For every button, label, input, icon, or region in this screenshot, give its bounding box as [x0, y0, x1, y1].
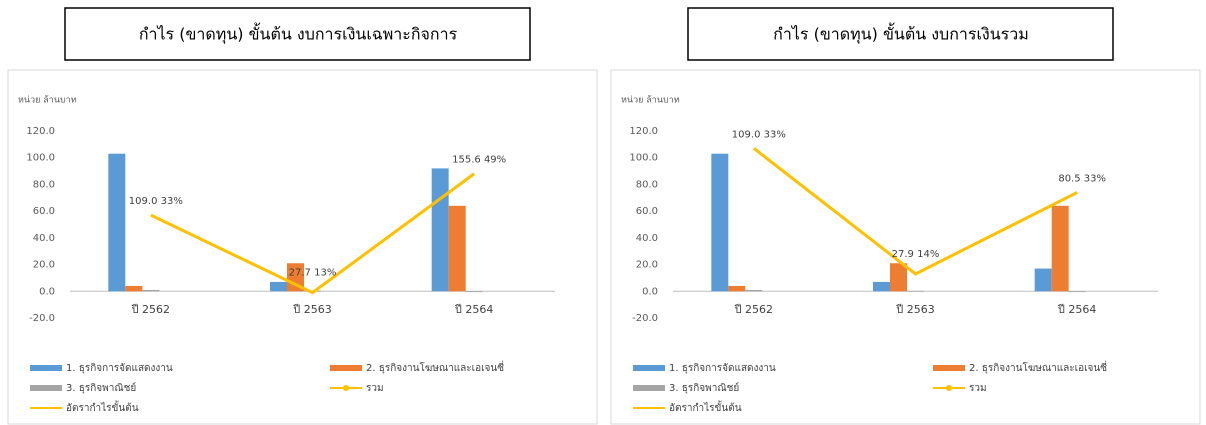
data-label: 109.0 33% [129, 196, 183, 207]
data-label: 109.0 33% [732, 129, 786, 140]
data-label: 27.9 14% [892, 249, 940, 260]
y-tick-label: -20.0 [632, 313, 658, 324]
data-label: 155.6 49% [452, 155, 506, 166]
legend-swatch [933, 365, 965, 371]
bar [108, 153, 126, 292]
y-tick-label: 40.0 [33, 233, 55, 244]
legend-label: 2. ธุรกิจงานโฆษณาและเอเจนซี่ [969, 360, 1107, 374]
y-tick-label: 60.0 [33, 206, 55, 217]
legend-swatch [633, 365, 665, 371]
legend-label: รวม [366, 383, 384, 394]
data-label: 27.7 13% [289, 268, 337, 279]
y-tick-label: 0.0 [39, 286, 55, 297]
y-tick-label: 120.0 [26, 126, 55, 137]
legend-swatch [633, 385, 665, 391]
x-tick-label: ปี 2563 [292, 303, 332, 316]
chart-border [610, 69, 1201, 425]
legend-label: อัตรากำไรขั้นต้น [66, 400, 139, 414]
x-tick-label: ปี 2562 [733, 303, 773, 316]
x-tick-label: ปี 2563 [895, 303, 935, 316]
legend-swatch [330, 365, 362, 371]
bar [270, 281, 287, 292]
bar [465, 291, 483, 293]
legend-marker [343, 385, 349, 391]
bar [728, 285, 746, 292]
bar [1051, 205, 1069, 292]
title-box [687, 7, 1114, 61]
y-tick-label: 20.0 [33, 260, 55, 271]
legend-swatch [30, 365, 62, 371]
y-tick-label: 40.0 [636, 233, 658, 244]
legend-label: 3. ธุรกิจพาณิชย์ [669, 382, 739, 394]
unit-label: หน่วย ล้านบาท [621, 95, 680, 106]
legend-marker [946, 385, 952, 391]
bar [431, 168, 449, 292]
y-tick-label: 60.0 [636, 206, 658, 217]
y-tick-label: 120.0 [629, 126, 658, 137]
legend-label: 1. ธุรกิจการจัดแสดงงาน [669, 363, 776, 374]
chart-title: กำไร (ขาดทุน) ขั้นต้น งบการเงินรวม [773, 23, 1029, 45]
y-tick-label: 80.0 [33, 179, 55, 190]
y-tick-label: 100.0 [629, 153, 658, 164]
bar [711, 153, 729, 292]
chart-title: กำไร (ขาดทุน) ขั้นต้น งบการเงินเฉพาะกิจก… [139, 23, 458, 45]
bar [1034, 268, 1052, 292]
data-label: 80.5 33% [1058, 173, 1106, 184]
legend-label: อัตรากำไรขั้นต้น [669, 400, 742, 414]
bar [142, 289, 160, 292]
legend-label: รวม [969, 383, 987, 394]
line [150, 172, 476, 295]
bar [873, 281, 890, 292]
bar [907, 290, 924, 292]
y-tick-label: -20.0 [29, 313, 55, 324]
bar [448, 205, 466, 292]
y-tick-label: 20.0 [636, 260, 658, 271]
x-tick-label: ปี 2562 [130, 303, 170, 316]
x-tick-label: ปี 2564 [1057, 303, 1097, 316]
legend-label: 2. ธุรกิจงานโฆษณาและเอเจนซี่ [366, 360, 504, 374]
chart-border [7, 69, 598, 425]
bar [125, 285, 143, 292]
unit-label: หน่วย ล้านบาท [18, 95, 77, 106]
title-box [64, 7, 531, 61]
bar [1068, 291, 1086, 293]
bar [287, 263, 304, 292]
bar [745, 289, 763, 292]
y-tick-label: 80.0 [636, 179, 658, 190]
legend-label: 3. ธุรกิจพาณิชย์ [66, 382, 136, 394]
legend-swatch [30, 385, 62, 391]
x-tick-label: ปี 2564 [454, 303, 494, 316]
legend-label: 1. ธุรกิจการจัดแสดงงาน [66, 363, 173, 374]
y-tick-label: 100.0 [26, 153, 55, 164]
y-tick-label: 0.0 [642, 286, 658, 297]
line [752, 147, 1078, 276]
bar [890, 263, 907, 292]
